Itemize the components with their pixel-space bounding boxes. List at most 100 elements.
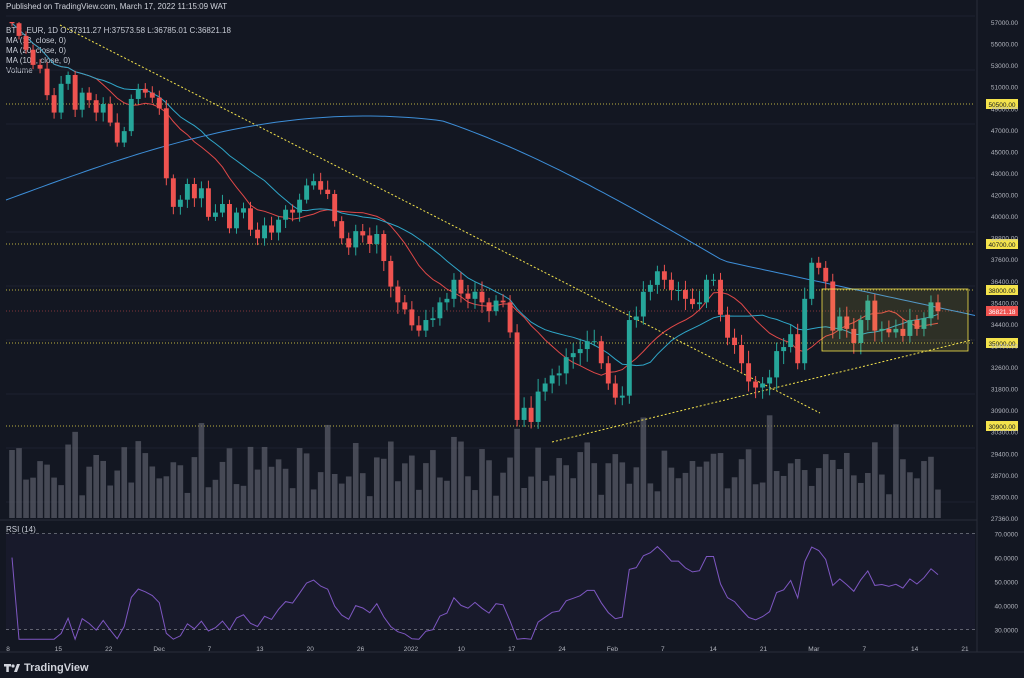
candle-body: [647, 284, 653, 292]
candle-body: [598, 341, 604, 364]
candle-body: [830, 281, 836, 331]
candle-body: [227, 204, 232, 229]
y-tick-label: 31800.00: [991, 387, 1018, 394]
y-tick-label: 33400.00: [991, 343, 1018, 350]
y-tick-label: 43000.00: [991, 171, 1018, 178]
candle-body: [409, 309, 415, 326]
y-tick-label: 40000.00: [991, 214, 1018, 221]
volume-bar: [465, 476, 471, 518]
candle-body: [753, 381, 759, 388]
candle-body: [416, 325, 422, 331]
rsi-tick-label: 40.0000: [995, 604, 1019, 611]
volume-bar: [865, 473, 871, 518]
candle-body: [893, 328, 899, 333]
candle-body: [332, 194, 338, 222]
ascending-trendline: [551, 339, 973, 443]
candle-body: [149, 92, 155, 98]
candle-body: [661, 271, 667, 280]
x-tick-label: 26: [357, 646, 365, 653]
candle-body: [107, 104, 113, 123]
candle-body: [234, 212, 239, 229]
candle-body: [612, 383, 618, 398]
volume-bar: [303, 453, 310, 518]
volume-bar: [37, 461, 43, 518]
volume-bar: [23, 479, 29, 518]
volume-bar: [752, 484, 759, 518]
candle-body: [304, 185, 310, 200]
price-level-tag: [986, 99, 1018, 109]
candle-body: [128, 98, 134, 132]
volume-bar: [872, 442, 878, 518]
candle-body: [479, 291, 485, 303]
candle-body: [430, 318, 436, 321]
candle-body: [177, 199, 183, 207]
volume-bar: [114, 470, 121, 518]
rsi-tick-label: 50.0000: [995, 580, 1019, 587]
candle-body: [500, 300, 506, 303]
candle-body: [640, 291, 646, 317]
candle-body: [535, 391, 541, 422]
volume-bar: [521, 487, 527, 518]
volume-bar: [549, 475, 555, 518]
volume-bar: [395, 481, 401, 518]
rsi-tick-label: 60.0000: [995, 556, 1019, 563]
volume-bar: [514, 428, 520, 518]
x-tick-label: 15: [55, 646, 63, 653]
volume-bar: [100, 460, 107, 518]
volume-bar: [858, 482, 864, 518]
candle-body: [283, 209, 289, 220]
last-price-tag: [986, 306, 1018, 316]
candle-body: [142, 88, 148, 93]
volume-bar: [647, 483, 654, 518]
candle-body: [381, 234, 387, 262]
candle-body: [816, 262, 822, 268]
x-tick-label: 22: [105, 646, 113, 653]
candle-body: [100, 104, 106, 113]
candle-body: [563, 357, 569, 374]
candle-body: [423, 320, 429, 331]
volume-bar: [402, 463, 408, 518]
candle-body: [872, 300, 878, 331]
volume-bar: [528, 476, 534, 518]
rsi-tick-label: 70.0000: [995, 532, 1019, 539]
candle-body: [16, 23, 22, 36]
volume-bar: [226, 448, 233, 518]
volume-bar: [696, 466, 703, 518]
candle-body: [795, 334, 801, 364]
volume-bar: [935, 489, 941, 518]
candle-body: [360, 231, 366, 236]
volume-bar: [128, 482, 135, 518]
candle-body: [353, 231, 359, 248]
volume-bar: [107, 485, 114, 518]
volume-bar: [388, 441, 394, 518]
volume-bar: [759, 482, 766, 518]
y-tick-label: 49000.00: [991, 106, 1018, 113]
candle-body: [697, 302, 702, 305]
legend-ma100: MA (100, close, 0): [6, 56, 71, 65]
candle-body: [654, 271, 660, 285]
volume-bar: [766, 415, 773, 518]
x-tick-label: 7: [661, 646, 665, 653]
tradingview-footer[interactable]: TradingView: [4, 662, 89, 674]
volume-bar: [170, 462, 177, 518]
volume-bar: [191, 457, 198, 518]
volume-bar: [345, 476, 352, 518]
ma13-line: [11, 22, 939, 376]
candle-body: [437, 302, 443, 319]
volume-bar: [584, 442, 591, 518]
volume-bar: [451, 436, 457, 518]
candle-body: [704, 279, 709, 303]
candle-body: [767, 377, 773, 384]
candle-body: [682, 290, 688, 299]
y-tick-label: 28700.00: [991, 473, 1018, 480]
candle-body: [837, 316, 843, 331]
candle-body: [198, 188, 204, 199]
candle-body: [823, 267, 829, 282]
rsi-line: [11, 545, 939, 641]
y-tick-label: 29400.00: [991, 451, 1018, 458]
candle-body: [774, 351, 780, 378]
volume-bar: [121, 447, 128, 518]
descending-trendline: [59, 24, 821, 414]
candle-body: [458, 279, 464, 294]
